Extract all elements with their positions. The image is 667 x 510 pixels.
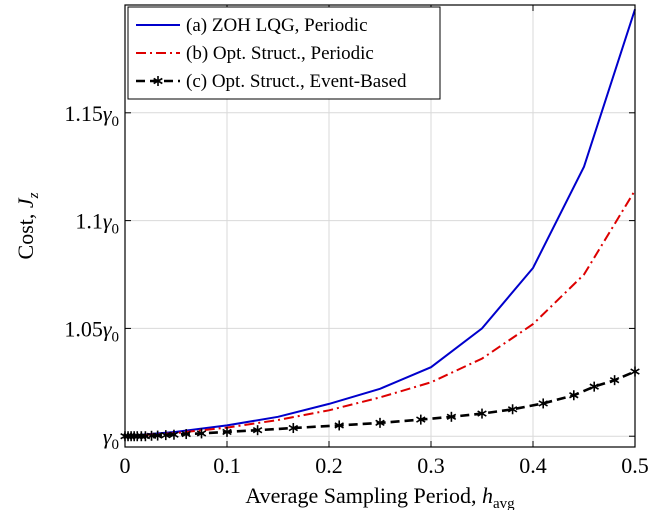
x-tick-label: 0.2: [315, 453, 343, 478]
y-tick-label: 1.1γ0: [75, 209, 119, 238]
y-tick-label: 1.05γ0: [64, 316, 119, 345]
y-tick-label: 1.15γ0: [64, 101, 119, 130]
x-tick-label: 0.4: [519, 453, 547, 478]
y-tick-label: γ0: [103, 424, 119, 453]
legend-label-3: (c) Opt. Struct., Event-Based: [186, 71, 407, 92]
y-axis-title: Cost, Jz: [13, 192, 42, 259]
legend-label-2: (b) Opt. Struct., Periodic: [186, 43, 374, 64]
x-axis-title: Average Sampling Period, havg: [245, 483, 515, 510]
x-tick-label: 0.5: [621, 453, 649, 478]
legend-label-1: (a) ZOH LQG, Periodic: [186, 15, 368, 36]
x-tick-label: 0.1: [213, 453, 241, 478]
x-tick-label: 0.3: [417, 453, 445, 478]
x-tick-label: 0: [120, 453, 131, 478]
